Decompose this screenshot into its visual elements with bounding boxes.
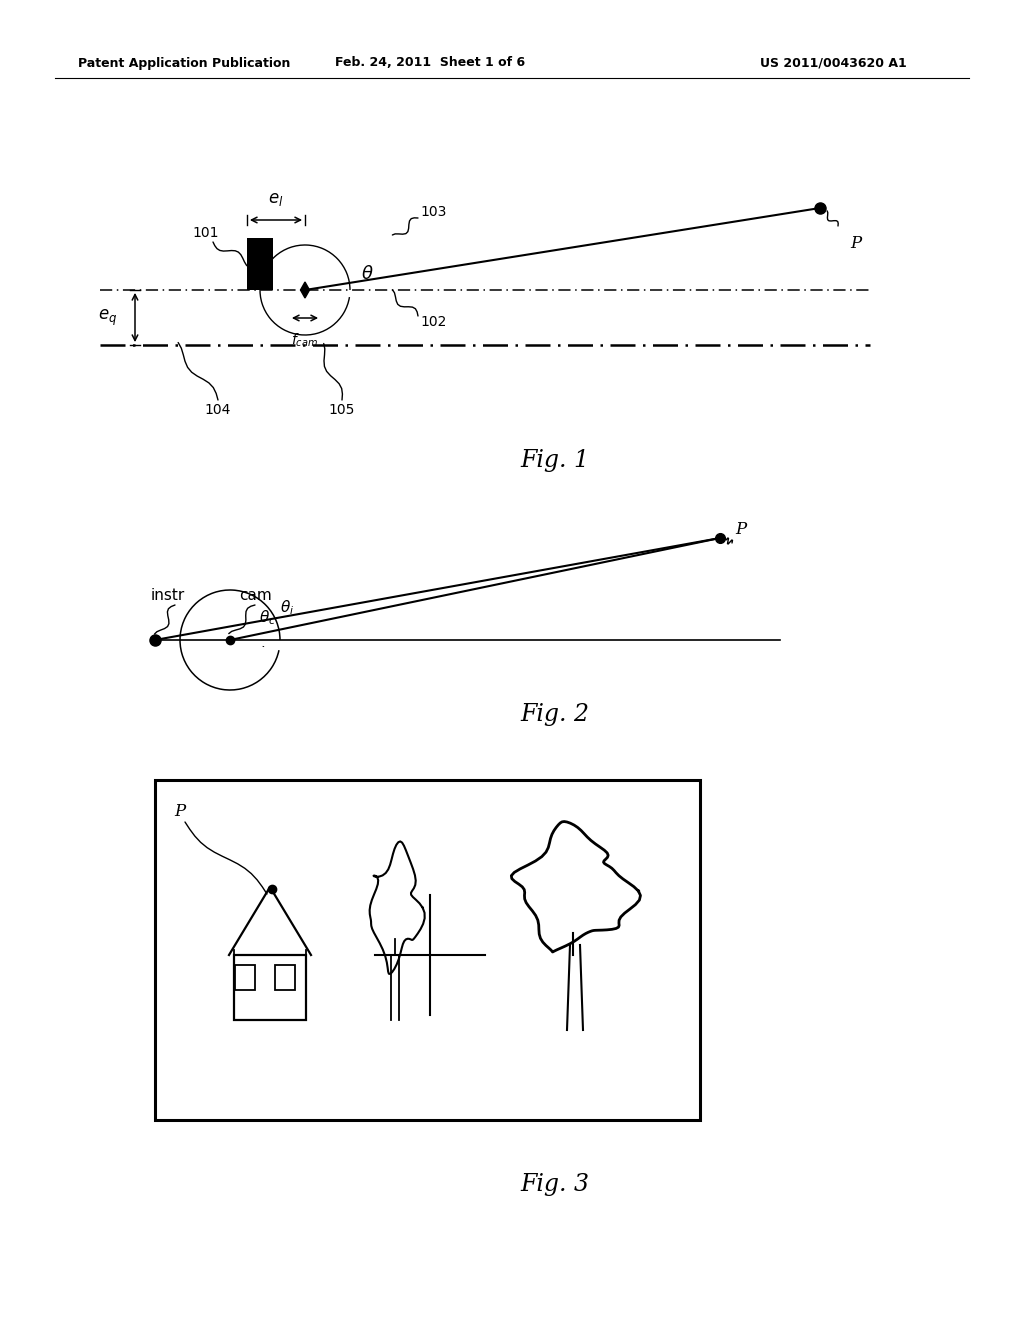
Bar [234, 965, 255, 990]
Text: Feb. 24, 2011  Sheet 1 of 6: Feb. 24, 2011 Sheet 1 of 6 [335, 57, 525, 70]
Bar [247, 238, 273, 290]
Text: P: P [174, 804, 185, 821]
Text: Fig. 2: Fig. 2 [520, 704, 590, 726]
Text: US 2011/0043620 A1: US 2011/0043620 A1 [760, 57, 906, 70]
Text: 101: 101 [193, 226, 218, 240]
Text: 102: 102 [420, 315, 446, 329]
Text: $\theta$: $\theta$ [360, 265, 374, 282]
Text: $\theta_i$: $\theta_i$ [280, 599, 294, 618]
Text: $e_l$: $e_l$ [268, 190, 284, 209]
Text: cam: cam [239, 587, 271, 602]
Bar [275, 965, 295, 990]
Text: Patent Application Publication: Patent Application Publication [78, 57, 291, 70]
Polygon shape [300, 282, 309, 298]
Text: P: P [850, 235, 861, 252]
Text: $e_q$: $e_q$ [98, 308, 117, 327]
Text: 105: 105 [329, 403, 355, 417]
Text: Fig. 1: Fig. 1 [520, 449, 590, 471]
Text: Fig. 3: Fig. 3 [520, 1173, 590, 1196]
Text: 104: 104 [205, 403, 231, 417]
Text: instr: instr [151, 587, 185, 602]
Bar [155, 780, 700, 1119]
Text: P: P [735, 521, 746, 539]
Bar [234, 954, 306, 1020]
Text: $f_{cam}$: $f_{cam}$ [292, 333, 318, 350]
Text: 103: 103 [420, 205, 446, 219]
Text: $\theta_c$: $\theta_c$ [259, 609, 276, 627]
